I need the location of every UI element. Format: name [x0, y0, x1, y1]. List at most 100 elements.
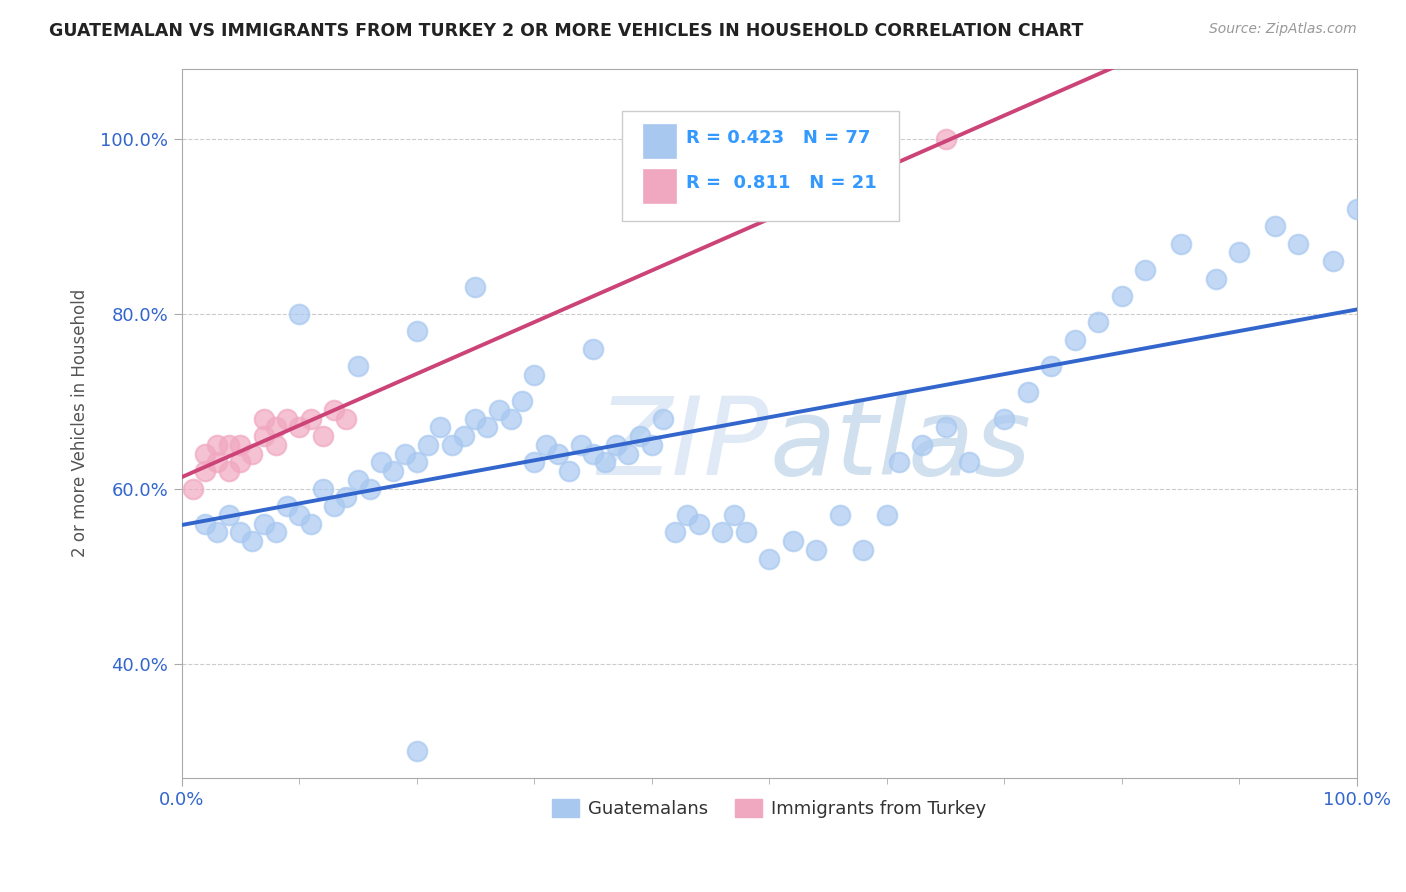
Point [664, 525, 686, 540]
Point [523, 455, 546, 469]
Text: R = 0.423   N = 77: R = 0.423 N = 77 [686, 128, 870, 147]
Point [382, 464, 405, 478]
Point [347, 473, 370, 487]
Point [1135, 263, 1157, 277]
Point [229, 455, 252, 469]
Point [229, 438, 252, 452]
Point [370, 455, 392, 469]
Point [935, 131, 957, 145]
Point [688, 516, 710, 531]
Point [475, 420, 498, 434]
Point [499, 411, 522, 425]
Point [911, 438, 934, 452]
Point [323, 499, 346, 513]
Point [523, 368, 546, 382]
Text: Source: ZipAtlas.com: Source: ZipAtlas.com [1209, 22, 1357, 37]
Point [605, 438, 627, 452]
Point [711, 525, 734, 540]
Point [181, 482, 204, 496]
Point [405, 455, 427, 469]
Text: atlas: atlas [769, 392, 1031, 497]
Point [335, 491, 357, 505]
Point [957, 455, 980, 469]
Point [734, 525, 756, 540]
Point [464, 411, 486, 425]
Point [194, 447, 217, 461]
Point [288, 307, 311, 321]
Point [1170, 236, 1192, 251]
Point [205, 438, 228, 452]
Point [299, 516, 322, 531]
Text: R =  0.811   N = 21: R = 0.811 N = 21 [686, 174, 876, 192]
Point [723, 508, 745, 522]
Point [758, 551, 780, 566]
Point [1264, 219, 1286, 233]
Point [547, 447, 569, 461]
Point [641, 438, 664, 452]
Text: ZIP: ZIP [598, 392, 769, 497]
Point [288, 420, 311, 434]
Point [652, 411, 675, 425]
Legend: Guatemalans, Immigrants from Turkey: Guatemalans, Immigrants from Turkey [544, 791, 994, 825]
Point [887, 455, 910, 469]
Point [218, 438, 240, 452]
Point [782, 534, 804, 549]
Point [405, 324, 427, 338]
Point [429, 420, 451, 434]
Point [993, 411, 1015, 425]
Point [205, 455, 228, 469]
FancyBboxPatch shape [644, 169, 676, 202]
FancyBboxPatch shape [623, 112, 898, 221]
Point [1064, 333, 1087, 347]
Point [464, 280, 486, 294]
Point [1111, 289, 1133, 303]
Point [1205, 271, 1227, 285]
Point [1229, 245, 1251, 260]
Point [276, 499, 298, 513]
Point [876, 508, 898, 522]
Point [194, 464, 217, 478]
Point [453, 429, 475, 443]
Point [276, 411, 298, 425]
Point [218, 508, 240, 522]
Point [288, 508, 311, 522]
Point [311, 482, 333, 496]
Point [593, 455, 616, 469]
Point [418, 438, 440, 452]
Point [852, 543, 875, 558]
Point [1040, 359, 1063, 373]
Point [1346, 202, 1368, 216]
Point [1087, 315, 1109, 329]
Point [582, 342, 605, 356]
Point [347, 359, 370, 373]
Point [405, 744, 427, 758]
Point [569, 438, 592, 452]
Point [617, 447, 640, 461]
Point [534, 438, 557, 452]
FancyBboxPatch shape [644, 124, 676, 158]
Point [828, 508, 851, 522]
Point [323, 403, 346, 417]
Point [558, 464, 581, 478]
Point [488, 403, 510, 417]
Point [229, 525, 252, 540]
Point [253, 516, 276, 531]
Point [676, 508, 699, 522]
Point [264, 525, 287, 540]
Point [194, 516, 217, 531]
Point [240, 534, 263, 549]
Point [205, 525, 228, 540]
Point [218, 464, 240, 478]
Point [582, 447, 605, 461]
Point [935, 420, 957, 434]
Point [335, 411, 357, 425]
Point [1017, 385, 1039, 400]
Point [253, 429, 276, 443]
Point [311, 429, 333, 443]
Text: GUATEMALAN VS IMMIGRANTS FROM TURKEY 2 OR MORE VEHICLES IN HOUSEHOLD CORRELATION: GUATEMALAN VS IMMIGRANTS FROM TURKEY 2 O… [49, 22, 1084, 40]
Point [264, 438, 287, 452]
Point [440, 438, 463, 452]
Point [1322, 254, 1344, 268]
Point [359, 482, 381, 496]
Y-axis label: 2 or more Vehicles in Household: 2 or more Vehicles in Household [72, 289, 89, 558]
